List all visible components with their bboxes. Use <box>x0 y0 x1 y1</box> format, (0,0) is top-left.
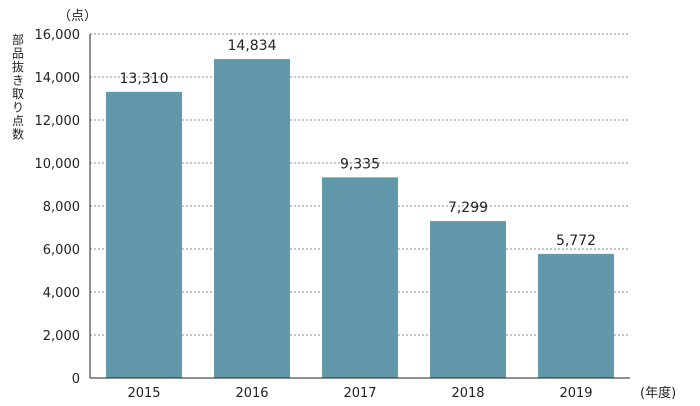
y-tick-label: 14,000 <box>35 71 81 86</box>
y-axis-label: 部品抜き取り点数 <box>12 32 24 142</box>
bars <box>106 59 614 379</box>
x-tick-labels: 2015 2016 2017 2018 2019 <box>127 386 592 401</box>
value-label: 5,772 <box>556 233 596 249</box>
bar <box>106 91 182 379</box>
y-tick-label: 4,000 <box>43 286 80 301</box>
value-label: 14,834 <box>228 38 277 54</box>
x-unit-label: (年度) <box>640 385 676 401</box>
value-label: 13,310 <box>120 71 169 87</box>
y-tick-label: 12,000 <box>35 114 81 129</box>
bar <box>322 177 398 378</box>
y-tick-label: 0 <box>72 372 80 387</box>
bar <box>538 253 614 378</box>
x-tick-label: 2015 <box>127 386 160 401</box>
x-tick-label: 2019 <box>559 386 592 401</box>
value-label: 9,335 <box>340 156 380 172</box>
y-tick-label: 8,000 <box>43 200 80 215</box>
x-tick-label: 2017 <box>343 386 376 401</box>
bar <box>214 59 290 378</box>
bar <box>430 221 506 378</box>
x-tick-label: 2018 <box>451 386 484 401</box>
y-tick-label: 16,000 <box>35 28 81 43</box>
y-tick-label: 2,000 <box>43 329 80 344</box>
value-labels: 13,310 14,834 9,335 7,299 5,772 <box>120 38 597 249</box>
y-tick-label: 10,000 <box>35 157 81 172</box>
y-tick-labels: 0 2,000 4,000 6,000 8,000 10,000 12,000 14,000 1… <box>35 28 81 387</box>
y-tick-label: 6,000 <box>43 243 80 258</box>
value-label: 7,299 <box>448 200 488 216</box>
x-tick-label: 2016 <box>235 386 268 401</box>
y-unit-label: （点） <box>58 9 97 24</box>
